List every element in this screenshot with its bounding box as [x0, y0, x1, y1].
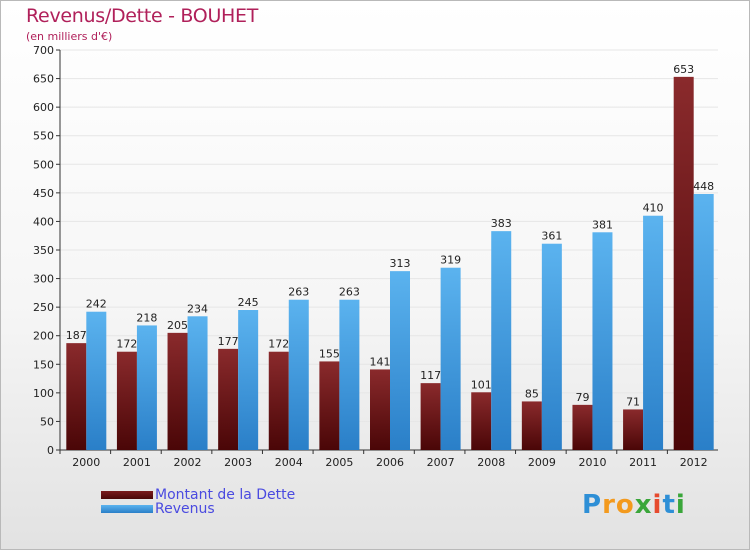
bar-dette	[521, 401, 542, 450]
value-label-dette: 177	[218, 335, 239, 348]
bar-dette	[116, 351, 137, 450]
y-tick-label: 300	[33, 273, 54, 286]
value-label-dette: 172	[116, 338, 137, 351]
proxiti-logo: Proxiti	[582, 490, 686, 520]
legend-label-dette: Montant de la Dette	[155, 487, 296, 503]
value-label-dette: 653	[673, 63, 694, 76]
x-tick-label: 2007	[427, 456, 455, 469]
value-label-revenus: 381	[592, 218, 613, 231]
x-tick-label: 2000	[72, 456, 100, 469]
bar-revenus	[86, 311, 107, 450]
y-tick-label: 450	[33, 187, 54, 200]
bar-dette	[471, 392, 492, 450]
bar-revenus	[187, 316, 208, 450]
bar-revenus	[238, 310, 259, 450]
value-label-revenus: 448	[693, 180, 714, 193]
bar-dette	[370, 369, 390, 450]
x-tick-label: 2001	[123, 456, 151, 469]
x-tick-label: 2006	[376, 456, 404, 469]
bar-dette	[268, 351, 289, 450]
x-tick-label: 2012	[680, 456, 708, 469]
logo-letter: x	[634, 490, 653, 520]
value-label-revenus: 313	[390, 257, 411, 270]
y-tick-label: 700	[33, 44, 54, 57]
y-tick-label: 650	[33, 73, 54, 86]
x-tick-label: 2009	[528, 456, 556, 469]
bar-revenus	[136, 325, 157, 450]
value-label-dette: 187	[66, 329, 87, 342]
value-label-dette: 141	[370, 355, 391, 368]
y-tick-label: 150	[33, 358, 54, 371]
value-label-dette: 85	[525, 387, 539, 400]
value-label-revenus: 263	[288, 286, 309, 299]
value-label-revenus: 383	[491, 217, 512, 230]
value-label-dette: 101	[471, 378, 492, 391]
bar-revenus	[390, 271, 410, 450]
bar-revenus	[643, 215, 664, 450]
legend-swatch-revenus	[101, 505, 153, 513]
bar-revenus	[541, 243, 562, 450]
logo-letter: r	[602, 490, 616, 520]
bar-dette	[623, 409, 644, 450]
bar-revenus	[491, 231, 512, 450]
logo-letter: i	[652, 490, 663, 520]
y-tick-label: 600	[33, 101, 54, 114]
y-tick-label: 100	[33, 387, 54, 400]
y-tick-label: 500	[33, 158, 54, 171]
value-label-dette: 172	[268, 338, 289, 351]
y-tick-label: 0	[47, 444, 54, 457]
value-label-dette: 117	[420, 369, 441, 382]
bar-dette	[420, 383, 441, 450]
x-tick-label: 2011	[629, 456, 657, 469]
value-label-revenus: 410	[643, 202, 664, 215]
value-label-dette: 155	[319, 347, 340, 360]
y-tick-label: 350	[33, 244, 54, 257]
logo-letter: i	[675, 490, 686, 520]
legend-swatch-dette	[101, 491, 153, 499]
bar-dette	[319, 361, 340, 450]
logo-letter: P	[582, 490, 603, 520]
value-label-revenus: 319	[440, 254, 461, 267]
y-tick-label: 250	[33, 301, 54, 314]
x-tick-label: 2010	[578, 456, 606, 469]
chart-subtitle: (en milliers d'€)	[26, 30, 113, 43]
value-label-revenus: 234	[187, 302, 208, 315]
bar-dette	[218, 348, 239, 450]
y-tick-label: 50	[40, 415, 54, 428]
x-tick-label: 2003	[224, 456, 252, 469]
x-tick-label: 2002	[174, 456, 202, 469]
value-label-revenus: 361	[541, 230, 562, 243]
logo-letter: t	[662, 490, 676, 520]
bar-revenus	[339, 299, 360, 450]
bar-revenus	[592, 232, 613, 450]
y-tick-label: 200	[33, 330, 54, 343]
legend-label-revenus: Revenus	[155, 501, 215, 517]
value-label-revenus: 245	[238, 296, 259, 309]
value-label-dette: 71	[626, 395, 640, 408]
bar-dette	[66, 343, 87, 450]
bar-revenus	[693, 194, 714, 450]
value-label-revenus: 218	[136, 311, 157, 324]
x-tick-label: 2008	[477, 456, 505, 469]
value-label-revenus: 263	[339, 286, 360, 299]
x-tick-label: 2004	[275, 456, 303, 469]
value-label-revenus: 242	[86, 298, 107, 311]
bar-dette	[673, 76, 694, 450]
y-tick-label: 550	[33, 130, 54, 143]
x-tick-label: 2005	[325, 456, 353, 469]
chart-title: Revenus/Dette - BOUHET	[26, 5, 259, 27]
logo-letter: o	[615, 490, 635, 520]
value-label-dette: 205	[167, 319, 188, 332]
bar-revenus	[288, 299, 309, 450]
bar-dette	[167, 332, 188, 450]
value-label-dette: 79	[575, 391, 589, 404]
bar-revenus	[440, 267, 461, 450]
bar-dette	[572, 404, 593, 450]
y-tick-label: 400	[33, 215, 54, 228]
